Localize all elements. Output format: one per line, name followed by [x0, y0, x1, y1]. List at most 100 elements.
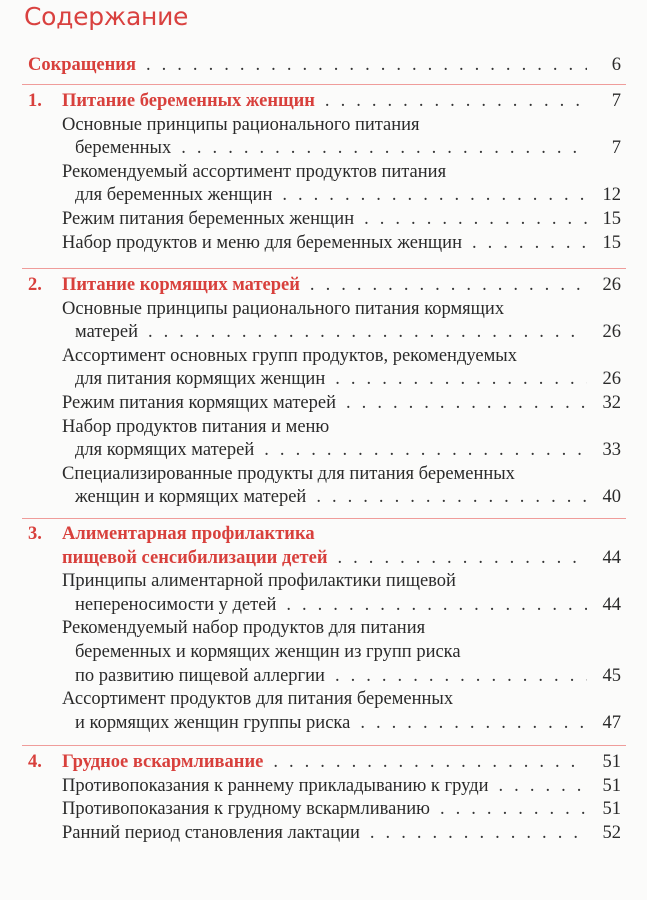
page-number: 6 — [611, 55, 621, 75]
toc-entry[interactable]: Противопоказания к грудному вскармливани… — [0, 798, 647, 822]
dot-leader: . . . . . . . . . . . . . . . . . . . . … — [282, 185, 587, 206]
toc-line: женщин и кормящих матерей . . . . . . . … — [0, 486, 647, 510]
dot-leader: . . . . . . . . . . . . . . . . . . . . … — [369, 822, 587, 843]
page-title: Содержание — [24, 2, 189, 31]
page-number: 12 — [602, 185, 622, 206]
toc-section: 2. Питание кормящих матерей . . . . . . .… — [0, 274, 647, 510]
toc-line: беременных и кормящих женщин из групп ри… — [0, 641, 647, 665]
page-number: 26 — [602, 275, 622, 295]
toc-entry[interactable]: Основные принципы рационального питания … — [0, 298, 647, 345]
dot-leader: . . . . . . . . . . . . . . . . . . . . … — [324, 91, 587, 111]
toc-entry[interactable]: Специализированные продукты для питания … — [0, 463, 647, 510]
entry-title: для питания кормящих женщин — [75, 369, 326, 390]
entry-title: непереносимости у детей — [75, 594, 277, 615]
entry-title: Основные принципы рационального питания … — [62, 298, 505, 319]
page-number: 51 — [602, 775, 622, 796]
toc-entry[interactable]: Режим питания кормящих матерей . . . . .… — [0, 392, 647, 416]
entry-title: для беременных женщин — [75, 185, 273, 206]
toc-entry[interactable]: Принципы алиментарной профилактики пищев… — [0, 570, 647, 617]
toc-line: Принципы алиментарной профилактики пищев… — [0, 570, 647, 594]
chapter-number: 3. — [28, 524, 42, 544]
dot-leader: . . . . . . . . . . . . . . . . . . . . … — [360, 712, 587, 733]
entry-title: и кормящих женщин группы риска — [75, 712, 351, 733]
page-number: 33 — [602, 440, 622, 461]
section-divider — [22, 518, 626, 519]
dot-leader: . . . . . . . . . . . . . . . . . . . . … — [181, 138, 587, 159]
toc-line: Специализированные продукты для питания … — [0, 463, 647, 487]
dot-leader: . . . . . . . . . . . . . . . . . . . . … — [309, 275, 587, 295]
toc-line: беременных . . . . . . . . . . . . . . .… — [0, 137, 647, 161]
entry-title: беременных — [75, 138, 172, 159]
page-number: 15 — [602, 208, 622, 229]
toc-chapter-heading[interactable]: 4. Грудное вскармливание . . . . . . . . … — [0, 751, 647, 775]
section-divider — [22, 745, 626, 746]
toc-line: Режим питания кормящих матерей . . . . .… — [0, 392, 647, 416]
entry-title: матерей — [75, 322, 138, 343]
toc-entry[interactable]: Набор продуктов и меню для беременных же… — [0, 232, 647, 256]
toc-entry[interactable]: Основные принципы рационального питания б… — [0, 114, 647, 161]
dot-leader: . . . . . . . . . . . . . . . . . . . . … — [147, 322, 587, 343]
toc-entry[interactable]: Режим питания беременных женщин . . . . … — [0, 208, 647, 232]
entry-title: Ранний период становления лактации — [62, 822, 360, 843]
toc-entry[interactable]: Набор продуктов питания и меню для кормящ… — [0, 416, 647, 463]
toc-entry[interactable]: Ранний период становления лактации . . .… — [0, 822, 647, 846]
entry-title: Питание кормящих матерей — [62, 275, 300, 295]
toc-chapter-heading[interactable]: 1. Питание беременных женщин . . . . . . … — [0, 90, 647, 114]
entry-title: Режим питания кормящих матерей — [62, 392, 337, 413]
entry-title: Противопоказания к грудному вскармливани… — [62, 799, 430, 820]
dot-leader: . . . . . . . . . . . . . . . . . . . . … — [286, 594, 587, 615]
page-number: 32 — [602, 392, 622, 413]
toc-entry[interactable]: Рекомендуемый ассортимент продуктов пита… — [0, 161, 647, 208]
dot-leader: . . . . . . . . . . . . . . . . . . . . … — [273, 752, 587, 772]
dot-leader: . . . . . . . . . . . . . . . . . . . . … — [471, 232, 587, 253]
entry-title: Сокращения — [28, 55, 136, 75]
page-number: 40 — [602, 487, 622, 508]
toc-line: по развитию пищевой аллергии . . . . . .… — [0, 665, 647, 689]
toc-line: Ассортимент продуктов для питания береме… — [0, 688, 647, 712]
entry-title: Набор продуктов питания и меню — [62, 416, 330, 437]
toc-line: Сокращения . . . . . . . . . . . . . . .… — [0, 54, 647, 78]
toc-line: Набор продуктов питания и меню — [0, 416, 647, 440]
toc-line: Противопоказания к грудному вскармливани… — [0, 798, 647, 822]
entry-title: Основные принципы рационального питания — [62, 114, 420, 135]
page-number: 44 — [602, 594, 622, 615]
chapter-number: 1. — [28, 91, 42, 111]
dot-leader: . . . . . . . . . . . . . . . . . . . . … — [334, 665, 587, 686]
entry-title: по развитию пищевой аллергии — [75, 665, 325, 686]
toc-line: непереносимости у детей . . . . . . . . … — [0, 594, 647, 618]
toc-chapter-heading[interactable]: 2. Питание кормящих матерей . . . . . . .… — [0, 274, 647, 298]
entry-title: женщин и кормящих матерей — [75, 487, 307, 508]
entry-title: Рекомендуемый ассортимент продуктов пита… — [62, 161, 447, 182]
toc-line: Ассортимент основных групп продуктов, ре… — [0, 345, 647, 369]
toc-entry[interactable]: Рекомендуемый набор продуктов для питани… — [0, 617, 647, 688]
toc-line: 3. Алиментарная профилактика — [0, 523, 647, 547]
entry-title: Алиментарная профилактика — [62, 524, 315, 544]
toc-line: Рекомендуемый набор продуктов для питани… — [0, 617, 647, 641]
toc-section: 1. Питание беременных женщин . . . . . . … — [0, 90, 647, 255]
toc-entry[interactable]: Ассортимент продуктов для питания береме… — [0, 688, 647, 735]
page-number: 47 — [602, 712, 622, 733]
chapter-number: 4. — [28, 752, 42, 772]
page-number: 52 — [602, 822, 622, 843]
dot-leader: . . . . . . . . . . . . . . . . . . . . … — [346, 392, 587, 413]
toc-entry[interactable]: Противопоказания к раннему прикладыванию… — [0, 775, 647, 799]
toc-line: для беременных женщин . . . . . . . . . … — [0, 184, 647, 208]
page-number: 26 — [602, 369, 622, 390]
toc-line: пищевой сенсибилизации детей . . . . . .… — [0, 547, 647, 571]
toc-chapter-heading[interactable]: 3. Алиментарная профилактика пищевой сенси… — [0, 523, 647, 570]
toc-chapter-heading[interactable]: Сокращения . . . . . . . . . . . . . . .… — [0, 54, 647, 78]
toc-line: матерей . . . . . . . . . . . . . . . . … — [0, 321, 647, 345]
chapter-number: 2. — [28, 275, 42, 295]
toc-line: Основные принципы рационального питания — [0, 114, 647, 138]
dot-leader: . . . . . . . . . . . . . . . . . . . . … — [439, 799, 587, 820]
entry-title: Режим питания беременных женщин — [62, 208, 355, 229]
toc-line: Основные принципы рационального питания … — [0, 298, 647, 322]
entry-title: Принципы алиментарной профилактики пищев… — [62, 571, 456, 592]
toc-line: 4. Грудное вскармливание . . . . . . . . … — [0, 751, 647, 775]
page-number: 26 — [602, 322, 622, 343]
dot-leader: . . . . . . . . . . . . . . . . . . . . … — [337, 547, 588, 568]
entry-title: пищевой сенсибилизации детей — [62, 547, 328, 568]
toc-entry[interactable]: Ассортимент основных групп продуктов, ре… — [0, 345, 647, 392]
toc-section: 4. Грудное вскармливание . . . . . . . . … — [0, 751, 647, 845]
page-number: 51 — [602, 799, 622, 820]
